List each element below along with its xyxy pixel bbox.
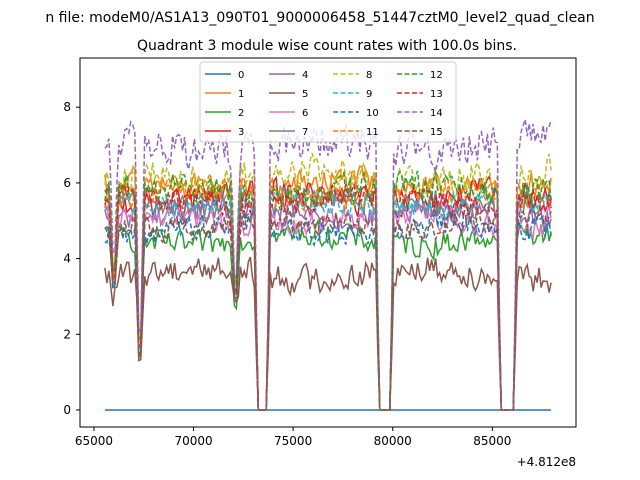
legend-label-13: 13 xyxy=(430,89,443,100)
legend-label-15: 15 xyxy=(430,127,443,138)
figure-suptitle: n file: modeM0/AS1A13_090T01_9000006458_… xyxy=(45,10,594,26)
x-offset-label: +4.812e8 xyxy=(517,455,576,469)
plot-frame xyxy=(79,57,577,428)
legend-label-2: 2 xyxy=(238,108,244,119)
series-layer xyxy=(104,119,552,411)
x-tick-label: 65000 xyxy=(75,434,113,448)
y-axis: 0 2 4 6 8 xyxy=(63,100,80,417)
legend-box xyxy=(199,61,457,143)
legend-label-4: 4 xyxy=(302,70,308,81)
series-line-14 xyxy=(104,119,552,411)
y-tick-label: 6 xyxy=(63,176,71,190)
legend-label-5: 5 xyxy=(302,89,308,100)
chart-title: Quadrant 3 module wise count rates with … xyxy=(137,38,517,54)
legend-label-6: 6 xyxy=(302,108,308,119)
legend-label-11: 11 xyxy=(366,127,379,138)
series-line-8 xyxy=(104,152,552,411)
x-tick-label: 70000 xyxy=(174,434,212,448)
y-tick-label: 2 xyxy=(63,327,71,341)
y-tick-label: 0 xyxy=(63,403,71,417)
x-tick-label: 75000 xyxy=(274,434,312,448)
series-line-5 xyxy=(104,256,552,411)
y-tick-label: 8 xyxy=(63,100,71,114)
legend-label-8: 8 xyxy=(366,70,372,81)
legend-label-0: 0 xyxy=(238,70,244,81)
legend-label-9: 9 xyxy=(366,89,372,100)
legend-label-7: 7 xyxy=(302,127,308,138)
series-line-2 xyxy=(104,218,552,411)
x-axis: 65000 70000 75000 80000 85000 +4.812e8 xyxy=(75,427,576,469)
series-line-12 xyxy=(104,170,552,411)
series-line-15 xyxy=(104,203,552,411)
x-tick-label: 80000 xyxy=(374,434,412,448)
legend-label-3: 3 xyxy=(238,127,244,138)
y-tick-label: 4 xyxy=(63,252,71,266)
legend-label-12: 12 xyxy=(430,70,443,81)
x-tick-label: 85000 xyxy=(473,434,511,448)
series-line-13 xyxy=(104,182,552,411)
legend-label-1: 1 xyxy=(238,89,244,100)
series-line-9 xyxy=(104,185,552,411)
legend-label-14: 14 xyxy=(430,108,443,119)
legend-label-10: 10 xyxy=(366,108,379,119)
